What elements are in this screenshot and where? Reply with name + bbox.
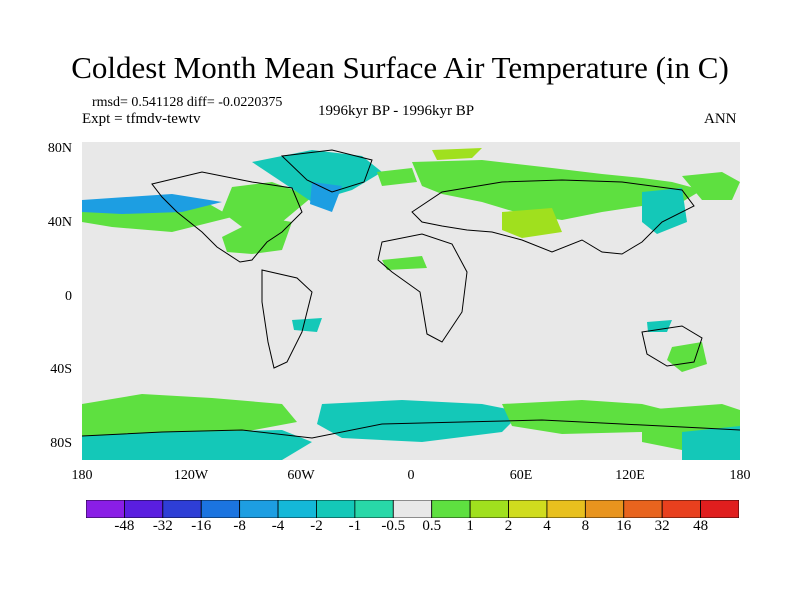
colorbar-swatch [584, 500, 625, 518]
colorbar-swatch [431, 500, 471, 518]
season-label: ANN [704, 111, 737, 127]
colorbar-label: 2 [504, 518, 513, 534]
stats-label: rmsd= 0.541128 diff= -0.0220375 [92, 95, 283, 110]
colorbar-swatch [700, 500, 739, 518]
colorbar-swatch [239, 500, 279, 518]
colorbar-swatch [86, 500, 125, 518]
colorbar-swatch [277, 500, 317, 518]
colorbar-swatch [508, 500, 548, 518]
colorbar-label: 48 [693, 518, 709, 534]
coastlines [82, 149, 740, 439]
x-tick-0: 0 [407, 468, 415, 483]
anomaly-patches [82, 148, 740, 460]
colorbar-swatch [392, 500, 433, 518]
colorbar-label: 16 [616, 518, 632, 534]
colorbar-label: -1 [348, 518, 362, 534]
colorbar-label: -32 [152, 518, 173, 534]
colorbar-label: -4 [271, 518, 285, 534]
colorbar-swatch [546, 500, 586, 518]
colorbar-label: -48 [114, 518, 135, 534]
x-tick-60w: 60W [287, 468, 315, 483]
y-tick-80n: 80N [47, 141, 72, 156]
colorbar-swatch [200, 500, 241, 518]
colorbar-swatch [661, 500, 701, 518]
y-tick-80s: 80S [50, 436, 72, 451]
colorbar-label: -8 [233, 518, 246, 534]
x-tick-120e: 120E [615, 468, 645, 483]
x-tick-120w: 120W [173, 468, 209, 483]
x-tick-180e: 180 [729, 468, 751, 483]
x-tick-180w: 180 [71, 468, 93, 483]
colorbar-label: 0.5 [422, 518, 442, 534]
colorbar-label: 1 [466, 518, 474, 534]
colorbar-label: 4 [543, 518, 551, 534]
colorbar-swatch [124, 500, 164, 518]
colorbar-swatch [354, 500, 394, 518]
colorbar-label: -0.5 [381, 518, 406, 534]
colorbar-swatch [162, 500, 202, 518]
colorbar-label: 32 [654, 518, 670, 534]
colorbar-label: -16 [191, 518, 212, 534]
y-tick-40n: 40N [47, 215, 72, 230]
y-tick-0: 0 [65, 289, 72, 304]
colorbar [86, 500, 739, 518]
map-title: Coldest Month Mean Surface Air Temperatu… [71, 50, 729, 85]
temperature-map [82, 142, 740, 460]
colorbar-swatch [469, 500, 509, 518]
experiment-label: Expt = tfmdv-tewtv [82, 111, 201, 127]
y-tick-40s: 40S [50, 362, 72, 377]
colorbar-label: 8 [581, 518, 590, 534]
x-tick-60e: 60E [509, 468, 533, 483]
colorbar-label: -2 [310, 518, 323, 534]
period-label: 1996kyr BP - 1996kyr BP [318, 103, 475, 119]
colorbar-swatch [623, 500, 663, 518]
colorbar-swatch [316, 500, 356, 518]
